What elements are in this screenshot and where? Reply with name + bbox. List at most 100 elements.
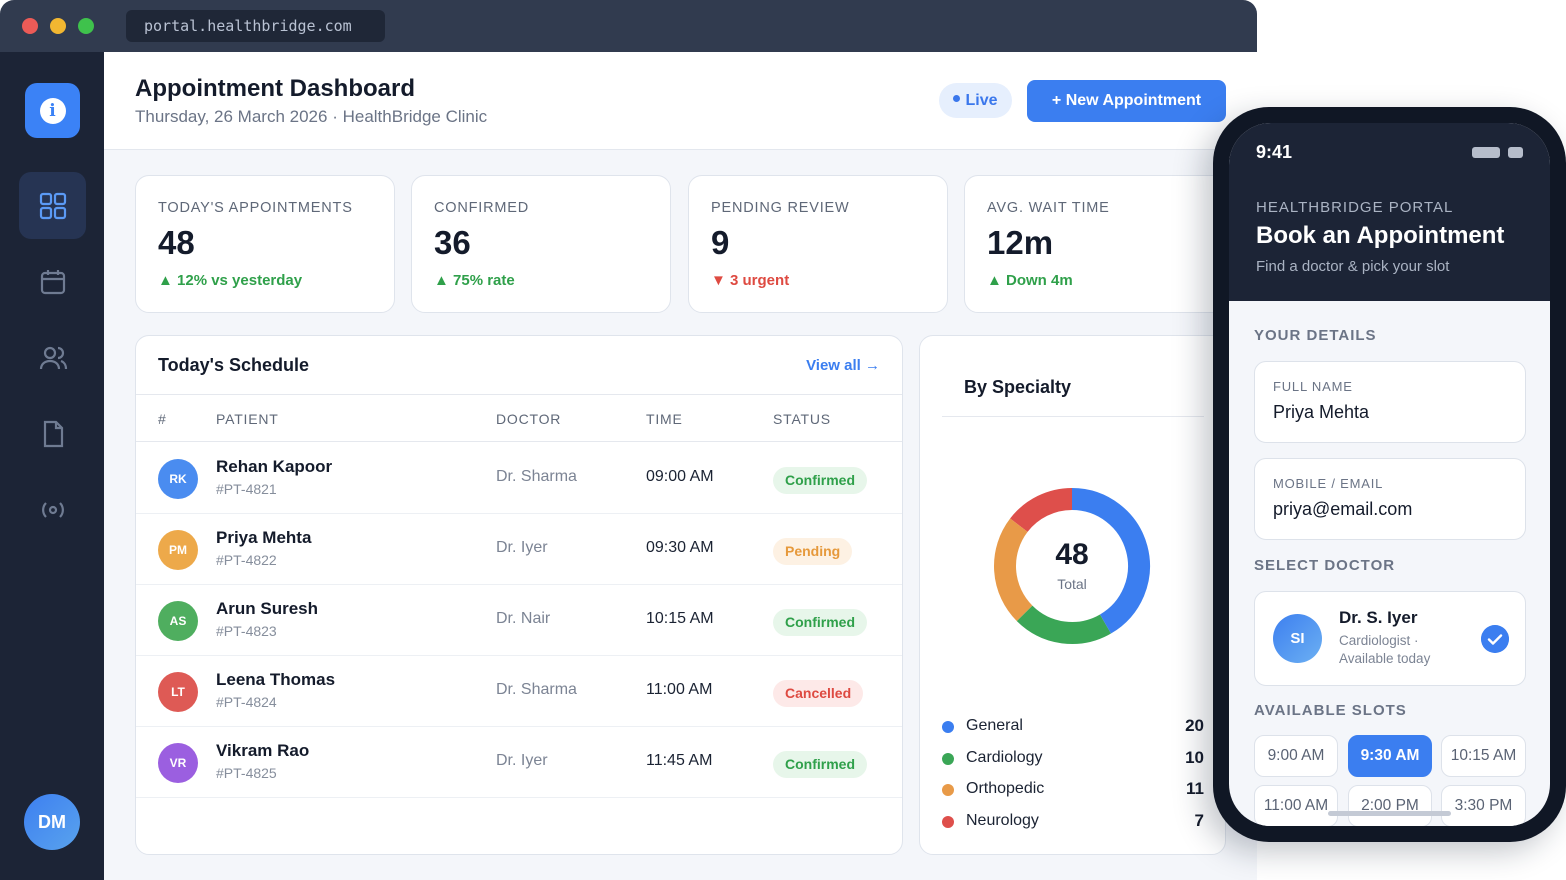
separator-dot: · xyxy=(332,107,343,126)
phone-mockup: 9:41 HEALTHBRIDGE PORTAL Book an Appoint… xyxy=(1213,107,1566,842)
stat-card: PENDING REVIEW 9 ▼ 3 urgent xyxy=(688,175,948,313)
portal-label: HEALTHBRIDGE PORTAL xyxy=(1256,199,1454,216)
info-icon: i xyxy=(39,97,66,124)
column-header-number: # xyxy=(158,411,167,427)
legend-item: General 20 xyxy=(942,715,1204,739)
donut-slice-cardiology[interactable] xyxy=(1016,605,1111,644)
stat-card: CONFIRMED 36 ▲ 75% rate xyxy=(411,175,671,313)
view-all-link[interactable]: View all → xyxy=(806,357,880,374)
stat-delta: ▼ 3 urgent xyxy=(711,272,790,289)
doctor-name: Dr. Sharma xyxy=(496,681,577,698)
doctor-option-card[interactable]: SI Dr. S. Iyer Cardiologist · Available … xyxy=(1254,591,1526,686)
contact-field[interactable]: MOBILE / EMAIL priya@email.com xyxy=(1254,458,1526,540)
time-slot-button[interactable]: 2:00 PM xyxy=(1348,785,1432,826)
legend-item: Orthopedic 11 xyxy=(942,778,1204,802)
live-status-badge: Live xyxy=(939,83,1012,118)
time-slot-button[interactable]: 11:00 AM xyxy=(1254,785,1338,826)
specialty-title: By Specialty xyxy=(964,377,1072,397)
appointment-time: 09:00 AM xyxy=(646,468,714,485)
doctor-name: Dr. Nair xyxy=(496,610,551,627)
patient-avatar: AS xyxy=(158,601,198,641)
status-badge: Confirmed xyxy=(773,467,867,494)
section-label-doctor: SELECT DOCTOR xyxy=(1254,557,1396,574)
status-badge: Cancelled xyxy=(773,680,864,707)
patient-name: Rehan Kapoor xyxy=(216,457,333,476)
doctor-name: Dr. Iyer xyxy=(496,752,548,769)
time-slot-button[interactable]: 3:30 PM xyxy=(1441,785,1526,826)
section-label-details: YOUR DETAILS xyxy=(1254,327,1377,344)
table-row[interactable]: PM Priya Mehta #PT-4822 Dr. Iyer 09:30 AM Pen… xyxy=(136,514,902,585)
legend-item: Cardiology 10 xyxy=(942,747,1204,771)
stat-label: CONFIRMED xyxy=(434,200,529,216)
patient-name: Vikram Rao xyxy=(216,741,310,760)
user-avatar[interactable]: DM xyxy=(24,794,80,850)
legend-label: Cardiology xyxy=(966,748,1043,766)
legend-label: Orthopedic xyxy=(966,780,1045,797)
doctor-name: Dr. Iyer xyxy=(496,539,548,556)
patient-id: #PT-4825 xyxy=(216,765,277,781)
time-slot-button[interactable]: 9:00 AM xyxy=(1254,735,1338,777)
url-bar[interactable]: portal.healthbridge.com xyxy=(126,10,385,42)
stat-delta: ▲ Down 4m xyxy=(987,272,1073,289)
stat-value: 48 xyxy=(158,224,195,261)
stat-card: TODAY'S APPOINTMENTS 48 ▲ 12% vs yesterday xyxy=(135,175,395,313)
table-row[interactable]: LT Leena Thomas #PT-4824 Dr. Sharma 11:00 AM… xyxy=(136,656,902,727)
table-row[interactable]: VR Vikram Rao #PT-4825 Dr. Iyer 11:45 AM Conf… xyxy=(136,727,902,798)
patient-avatar: LT xyxy=(158,672,198,712)
check-icon xyxy=(1481,625,1509,653)
signal-icon xyxy=(1472,147,1500,158)
page-header: Appointment Dashboard Thursday, 26 March… xyxy=(104,52,1257,150)
stat-label: AVG. WAIT TIME xyxy=(987,200,1110,216)
stat-value: 36 xyxy=(434,224,471,261)
phone-screen: 9:41 HEALTHBRIDGE PORTAL Book an Appoint… xyxy=(1229,123,1550,826)
app-logo[interactable]: i xyxy=(25,83,80,138)
table-row[interactable]: AS Arun Suresh #PT-4823 Dr. Nair 10:15 AM Con… xyxy=(136,585,902,656)
time-slot-button[interactable]: 10:15 AM xyxy=(1441,735,1526,777)
time-slot-button[interactable]: 9:30 AM xyxy=(1348,735,1432,777)
booking-title: Book an Appointment xyxy=(1256,222,1505,249)
patient-avatar: VR xyxy=(158,743,198,783)
live-dot-icon xyxy=(953,95,961,103)
column-header-doctor: DOCTOR xyxy=(496,411,562,427)
specialty-card: By Specialty 48 Total General 20 Cardiolog… xyxy=(919,335,1226,855)
donut-slice-general[interactable] xyxy=(1071,488,1150,634)
calendar-icon xyxy=(40,269,65,294)
legend-dot-icon xyxy=(942,752,954,765)
document-icon xyxy=(43,420,63,447)
new-appointment-button[interactable]: + New Appointment xyxy=(1027,80,1226,122)
column-header-patient: PATIENT xyxy=(216,411,279,427)
legend-value: 10 xyxy=(1185,747,1204,767)
doctor-avatar: SI xyxy=(1273,614,1322,663)
legend-value: 7 xyxy=(1194,810,1204,830)
phone-header: 9:41 HEALTHBRIDGE PORTAL Book an Appoint… xyxy=(1229,123,1550,301)
patient-id: #PT-4821 xyxy=(216,481,277,497)
patient-id: #PT-4823 xyxy=(216,623,277,639)
donut-slice-orthopedic[interactable] xyxy=(994,518,1033,622)
donut-total-value: 48 xyxy=(1055,538,1088,571)
maximize-window-button[interactable] xyxy=(78,18,94,34)
minimize-window-button[interactable] xyxy=(50,18,66,34)
full-name-value: Priya Mehta xyxy=(1273,402,1370,422)
status-clock: 9:41 xyxy=(1256,142,1293,162)
sidebar-item-patients[interactable] xyxy=(19,324,86,391)
sidebar-item-dashboard[interactable] xyxy=(19,172,86,239)
browser-titlebar: portal.healthbridge.com xyxy=(0,0,1257,52)
patient-avatar: PM xyxy=(158,530,198,570)
status-badge: Pending xyxy=(773,538,853,565)
legend-label: General xyxy=(966,717,1023,734)
table-header: # PATIENT DOCTOR TIME STATUS xyxy=(136,394,902,442)
sidebar-item-calendar[interactable] xyxy=(19,248,86,315)
users-icon xyxy=(39,346,67,369)
status-badge: Confirmed xyxy=(773,751,867,778)
sidebar-item-documents[interactable] xyxy=(19,400,86,467)
clinic-name: HealthBridge Clinic xyxy=(342,107,488,126)
full-name-field[interactable]: FULL NAME Priya Mehta xyxy=(1254,361,1526,443)
close-window-button[interactable] xyxy=(22,18,38,34)
sidebar-item-broadcast[interactable] xyxy=(19,476,86,543)
donut-slice-neurology[interactable] xyxy=(1010,488,1073,533)
column-header-status: STATUS xyxy=(773,411,831,427)
specialty-donut-chart: 48 Total xyxy=(994,488,1150,644)
patient-id: #PT-4822 xyxy=(216,552,277,568)
appointment-time: 11:45 AM xyxy=(646,752,713,769)
table-row[interactable]: RK Rehan Kapoor #PT-4821 Dr. Sharma 09:00 AM… xyxy=(136,443,902,514)
